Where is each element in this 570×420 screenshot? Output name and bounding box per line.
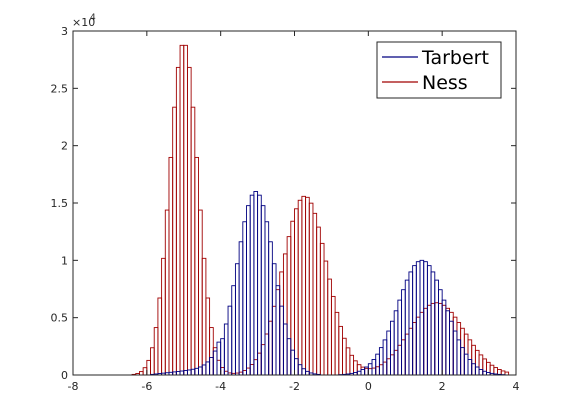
y-tick-label: 1.5 (51, 197, 69, 210)
x-tick-label: -4 (215, 380, 226, 393)
axes: -8 -6 -4 -2 0 2 4 0 0.5 1 1.5 2 2.5 3 (51, 25, 520, 393)
x-tick-label: -2 (289, 380, 300, 393)
y-tick-label: 0.5 (51, 312, 69, 325)
y-exponent-base: ×10 (72, 16, 95, 29)
x-tick-label: 2 (439, 380, 446, 393)
x-tick-label: -6 (141, 380, 152, 393)
x-tick-label: 0 (365, 380, 372, 393)
x-tick-label: -8 (68, 380, 79, 393)
legend-label-tarbert: Tarbert (421, 47, 489, 69)
y-exponent-label: ×10 4 (72, 13, 96, 29)
x-tick-label: 4 (513, 380, 520, 393)
legend: Tarbert Ness (376, 41, 502, 99)
legend-label-ness: Ness (422, 72, 468, 94)
y-tick-label: 0 (61, 369, 68, 382)
y-tick-label: 2 (61, 140, 68, 153)
legend-box (376, 41, 502, 99)
y-tick-label: 3 (61, 25, 68, 38)
y-tick-label: 1 (61, 254, 68, 267)
y-exponent-power: 4 (90, 13, 96, 23)
y-tick-label: 2.5 (51, 82, 69, 95)
